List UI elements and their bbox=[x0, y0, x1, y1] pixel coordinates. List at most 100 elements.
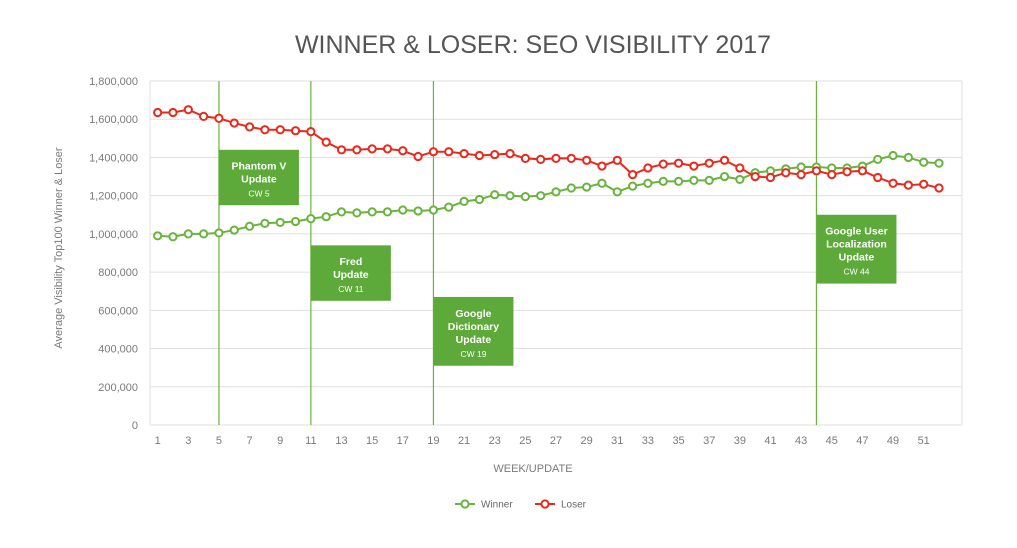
y-tick-label: 800,000 bbox=[98, 267, 138, 279]
data-point-loser bbox=[612, 155, 622, 165]
legend: Winner Loser bbox=[455, 499, 587, 511]
x-tick-label: 49 bbox=[887, 435, 899, 447]
x-tick-label: 27 bbox=[550, 435, 562, 447]
data-point-winner bbox=[321, 212, 331, 222]
data-point-loser bbox=[413, 151, 423, 162]
x-tick-label: 15 bbox=[366, 435, 378, 447]
data-point-loser bbox=[582, 155, 592, 165]
data-point-winner bbox=[428, 205, 439, 215]
x-tick-label: 9 bbox=[277, 435, 283, 447]
update-label-title: Phantom V bbox=[232, 161, 287, 173]
legend-item-winner: Winner bbox=[455, 499, 513, 511]
data-point-winner bbox=[444, 202, 454, 212]
data-point-loser bbox=[459, 149, 469, 159]
data-point-loser bbox=[321, 137, 331, 147]
data-point-winner bbox=[490, 190, 500, 200]
x-axis-ticks: 1 3 5 7 9 11 13 15 17 19 21 23 25 27 29 31 33 35 37 39 41 43 4… bbox=[155, 435, 930, 447]
data-point-loser bbox=[628, 170, 638, 180]
x-tick-label: 45 bbox=[826, 435, 838, 447]
update-label-box bbox=[218, 149, 299, 206]
y-tick-label: 1,000,000 bbox=[89, 229, 138, 241]
data-point-winner bbox=[628, 181, 638, 191]
data-point-loser bbox=[199, 111, 209, 121]
data-point-loser bbox=[689, 161, 699, 171]
data-point-loser bbox=[520, 153, 530, 163]
data-point-loser bbox=[306, 127, 316, 137]
x-tick-label: 41 bbox=[764, 435, 776, 447]
data-point-loser bbox=[765, 172, 776, 183]
data-point-winner bbox=[673, 176, 684, 186]
data-point-winner bbox=[658, 176, 668, 186]
data-point-loser bbox=[658, 159, 668, 169]
legend-winner-label: Winner bbox=[481, 500, 513, 511]
update-label-week: CW 19 bbox=[460, 349, 486, 359]
update-label-title: Localization bbox=[826, 239, 887, 251]
data-point-loser bbox=[842, 167, 852, 177]
data-point-loser bbox=[919, 179, 929, 189]
series-loser bbox=[153, 105, 944, 193]
y-tick-label: 400,000 bbox=[98, 344, 138, 356]
data-point-winner bbox=[459, 196, 469, 206]
data-point-winner bbox=[199, 229, 209, 239]
data-point-winner bbox=[536, 191, 546, 201]
update-label-week: CW 44 bbox=[843, 267, 869, 277]
x-tick-label: 3 bbox=[185, 435, 191, 447]
data-point-winner bbox=[643, 178, 653, 188]
series-layer bbox=[153, 105, 944, 242]
data-point-winner bbox=[582, 182, 592, 192]
data-point-loser bbox=[352, 145, 362, 155]
update-label-title: Google bbox=[455, 308, 491, 320]
legend-item-loser: Loser bbox=[535, 499, 587, 511]
data-point-winner bbox=[352, 208, 362, 218]
x-tick-label: 51 bbox=[918, 435, 930, 447]
y-tick-label: 200,000 bbox=[98, 382, 138, 394]
update-label-title: Update bbox=[456, 334, 492, 346]
series-winner bbox=[153, 150, 944, 242]
data-point-loser bbox=[536, 154, 546, 164]
data-point-loser bbox=[474, 150, 484, 161]
data-point-loser bbox=[735, 163, 745, 173]
data-point-loser bbox=[903, 180, 913, 190]
data-point-winner bbox=[612, 187, 622, 197]
legend-loser-marker bbox=[540, 499, 550, 509]
legend-winner-marker bbox=[460, 499, 470, 509]
x-tick-label: 1 bbox=[155, 435, 161, 447]
y-tick-label: 600,000 bbox=[98, 305, 138, 317]
update-label-box bbox=[433, 296, 514, 366]
y-tick-label: 1,600,000 bbox=[89, 114, 138, 126]
data-point-winner bbox=[505, 191, 515, 201]
data-point-winner bbox=[704, 175, 714, 185]
data-point-loser bbox=[827, 170, 837, 180]
data-point-loser bbox=[367, 144, 377, 154]
data-point-loser bbox=[382, 144, 393, 154]
data-point-loser bbox=[244, 122, 255, 132]
x-tick-label: 39 bbox=[734, 435, 746, 447]
y-axis-label: Average Visibility Top100 Winner & Loser bbox=[53, 147, 65, 349]
data-point-loser bbox=[643, 163, 653, 173]
data-point-loser bbox=[275, 125, 285, 135]
data-point-winner bbox=[260, 218, 270, 228]
data-point-loser bbox=[444, 147, 454, 157]
data-point-loser bbox=[551, 153, 561, 163]
data-point-loser bbox=[888, 178, 898, 188]
data-point-loser bbox=[336, 145, 347, 155]
data-point-winner bbox=[413, 206, 423, 216]
data-point-winner bbox=[551, 187, 561, 197]
y-tick-label: 1,400,000 bbox=[89, 152, 138, 164]
data-point-loser bbox=[229, 118, 239, 128]
y-tick-label: 1,800,000 bbox=[89, 76, 138, 88]
data-point-loser bbox=[260, 125, 270, 135]
legend-loser-label: Loser bbox=[561, 500, 587, 511]
data-point-winner bbox=[735, 174, 745, 185]
chart-title: WINNER & LOSER: SEO VISIBILITY 2017 bbox=[295, 31, 771, 59]
x-tick-label: 29 bbox=[581, 435, 593, 447]
data-point-winner bbox=[367, 207, 377, 217]
data-point-winner bbox=[153, 231, 163, 241]
data-point-winner bbox=[566, 183, 576, 193]
data-point-winner bbox=[168, 232, 178, 242]
